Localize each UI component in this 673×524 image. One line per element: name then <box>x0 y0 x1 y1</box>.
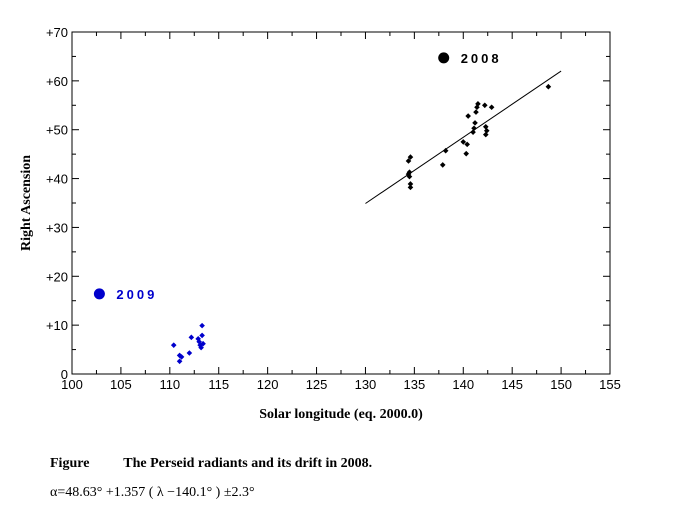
legend: 2008 2009 <box>93 51 502 302</box>
axis-ticks <box>71 31 611 375</box>
data-point-2008 <box>481 102 488 109</box>
data-point-2009 <box>188 334 195 341</box>
data-point-2009 <box>199 322 205 329</box>
data-point-2008 <box>473 109 479 115</box>
x-tick-label: 155 <box>599 377 621 392</box>
figure-caption-text: The Perseid radiants and its drift in 20… <box>123 456 373 471</box>
x-tick-label: 145 <box>501 377 523 392</box>
legend-marker-2009 <box>93 288 105 300</box>
data-point-2009 <box>199 332 205 339</box>
data-point-2008 <box>472 120 478 126</box>
data-point-2008 <box>471 125 477 132</box>
y-tick-label: 0 <box>61 367 68 382</box>
x-tick-label: 140 <box>452 377 474 392</box>
x-tick-label: 130 <box>355 377 377 392</box>
y-tick-label: +50 <box>46 123 68 138</box>
legend-label-2009: 2009 <box>116 287 157 302</box>
data-point-2008 <box>488 104 495 111</box>
x-tick-label: 110 <box>159 377 180 392</box>
data-point-2009 <box>196 338 202 345</box>
data-point-2009 <box>178 354 185 360</box>
data-point-2009 <box>200 340 206 347</box>
x-axis-title: Solar longitude (eq. 2000.0) <box>259 407 423 422</box>
data-point-2008 <box>464 141 470 148</box>
x-tick-label: 120 <box>257 377 279 392</box>
x-tick-label: 125 <box>306 377 328 392</box>
x-tick-label: 135 <box>404 377 426 392</box>
data-point-2008 <box>545 83 552 90</box>
data-point-2009 <box>176 358 183 365</box>
y-tick-label: +60 <box>46 74 68 89</box>
fit-lines <box>365 70 562 204</box>
data-point-2008 <box>482 131 489 138</box>
plot-frame <box>71 31 611 375</box>
fit-line-2008 <box>365 70 562 204</box>
data-point-2008 <box>442 147 449 154</box>
data-point-2009 <box>170 342 177 348</box>
data-point-2008 <box>407 181 414 187</box>
y-tick-label: +10 <box>46 318 68 333</box>
data-point-2008 <box>465 113 471 119</box>
x-tick-label: 115 <box>208 377 229 392</box>
x-tick-label: 150 <box>550 377 572 392</box>
data-point-2009 <box>186 350 193 356</box>
data-point-2008 <box>460 139 467 145</box>
data-point-2009 <box>198 344 204 351</box>
y-tick-label: +70 <box>46 25 68 40</box>
data-point-2009 <box>195 336 201 342</box>
drift-formula: α=48.63° +1.357 ( λ −140.1° ) ±2.3° <box>50 485 255 500</box>
axis-tick-labels: 100 105 110 115 120 125 130 135 140 145 150 155 0 +10… <box>46 25 621 392</box>
x-tick-label: 105 <box>110 377 132 392</box>
legend-label-2008: 2008 <box>461 51 502 66</box>
legend-marker-2008 <box>438 52 450 64</box>
data-point-2008 <box>483 127 490 134</box>
data-point-2008 <box>406 173 413 180</box>
data-point-2008 <box>475 101 481 107</box>
scatter-chart: 100 105 110 115 120 125 130 135 140 145 150 155 0 +10… <box>19 25 621 422</box>
y-tick-label: +40 <box>46 172 68 187</box>
data-point-2008 <box>407 184 414 191</box>
data-point-2008 <box>407 154 414 160</box>
data-point-2008 <box>470 129 476 135</box>
figure-label: Figure <box>50 456 90 471</box>
data-point-2008 <box>482 123 489 130</box>
x-tick-label: 100 <box>61 377 83 392</box>
data-point-2008 <box>463 150 470 157</box>
y-tick-label: +20 <box>46 269 68 284</box>
y-tick-label: +30 <box>46 220 68 235</box>
data-point-2008 <box>405 158 412 164</box>
data-points <box>170 83 552 365</box>
figure-caption: Figure The Perseid radiants and its drif… <box>50 456 372 472</box>
y-axis-title: Right Ascension <box>19 155 34 251</box>
data-point-2008 <box>439 162 446 168</box>
data-point-2008 <box>405 171 412 177</box>
